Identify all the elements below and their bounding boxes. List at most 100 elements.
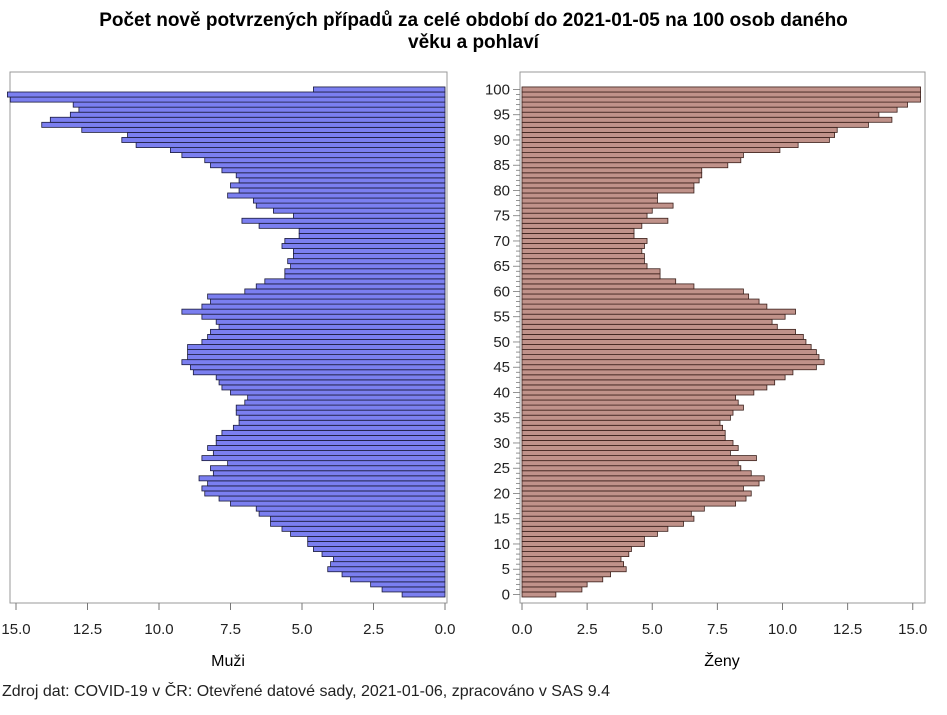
bar-muzi-age-98 [9, 96, 446, 103]
y-axis-age: 0 5 10 15 20 25 30 35 40 45 50 55 60 65 70 75 80 85 90 95 10… [485, 72, 521, 603]
bar-muzi-age-77 [255, 202, 446, 209]
bar-zeny-age-37 [521, 404, 744, 411]
y-tick-label-30: 30 [493, 435, 510, 452]
y-tick-label-50: 50 [493, 334, 510, 351]
bar-zeny-age-17 [521, 505, 705, 512]
bar-zeny-age-67 [521, 253, 645, 260]
bar-zeny-age-53 [521, 323, 778, 330]
x-tick-label-muzi-10.0: 10.0 [144, 621, 173, 638]
bar-zeny-age-97 [521, 101, 908, 108]
bar-zeny-age-19 [521, 495, 747, 502]
bar-zeny-age-84 [521, 167, 703, 174]
y-tick-label-15: 15 [493, 511, 510, 528]
y-tick-label-25: 25 [493, 460, 510, 477]
y-tick-label-45: 45 [493, 359, 510, 376]
y-tick-label-65: 65 [493, 258, 510, 275]
bar-zeny-age-38 [521, 399, 739, 406]
bar-muzi-age-12 [290, 530, 446, 537]
bar-zeny-age-77 [521, 202, 674, 209]
x-tick-label-zeny-5.0: 5.0 [642, 621, 663, 638]
bar-zeny-age-50 [521, 339, 807, 345]
y-tick-label-95: 95 [493, 107, 510, 124]
bar-muzi-age-22 [207, 480, 446, 487]
bar-zeny-age-13 [521, 525, 669, 532]
bar-muzi-age-37 [235, 404, 446, 411]
bar-muzi-age-2 [370, 581, 446, 588]
bar-muzi-age-75 [293, 212, 446, 219]
y-tick-label-100: 100 [485, 81, 510, 98]
bar-zeny-age-24 [521, 470, 752, 477]
bar-zeny-age-71 [521, 232, 635, 239]
bar-zeny-age-88 [521, 147, 781, 154]
bar-muzi-age-18 [230, 500, 446, 507]
bar-muzi-age-39 [247, 394, 446, 401]
bar-zeny-age-40 [521, 389, 755, 396]
chart-title: Počet nově potvrzených případů za celé o… [0, 10, 947, 54]
bar-zeny-age-68 [521, 248, 643, 255]
bar-zeny-age-91 [521, 131, 836, 138]
bar-muzi-age-40 [230, 389, 446, 396]
bar-zeny-age-64 [521, 268, 661, 275]
bar-muzi-age-9 [313, 546, 446, 552]
bar-zeny-age-45 [521, 364, 817, 371]
x-tick-label-muzi-5.0: 5.0 [292, 621, 313, 638]
bar-muzi-age-34 [238, 419, 446, 426]
bar-zeny-age-98 [521, 96, 921, 103]
bar-muzi-age-92 [81, 126, 446, 133]
bar-zeny-age-85 [521, 162, 729, 169]
x-tick-label-zeny-10.0: 10.0 [768, 621, 797, 638]
bar-zeny-age-72 [521, 227, 635, 234]
bar-zeny-age-89 [521, 142, 799, 148]
bar-muzi-age-44 [192, 369, 446, 376]
bar-muzi-age-72 [298, 227, 446, 234]
bar-muzi-age-60 [244, 288, 446, 295]
bar-zeny-age-48 [521, 349, 817, 355]
bar-zeny-age-70 [521, 238, 648, 244]
bar-zeny-age-47 [521, 354, 820, 361]
chart-title-line-1: Počet nově potvrzených případů za celé o… [99, 10, 848, 31]
bar-zeny-age-14 [521, 520, 684, 527]
bar-muzi-age-23 [198, 475, 446, 482]
bar-muzi-age-48 [187, 349, 446, 355]
bar-muzi-age-82 [238, 177, 446, 184]
bar-zeny-age-57 [521, 303, 768, 310]
bar-muzi-age-38 [244, 399, 446, 406]
x-tick-label-muzi-15.0: 15.0 [1, 621, 30, 638]
bar-muzi-age-27 [201, 455, 446, 462]
bar-muzi-age-8 [321, 551, 446, 557]
bar-muzi-age-56 [181, 308, 446, 315]
panel-muzi-frame [9, 71, 448, 604]
bar-zeny-age-90 [521, 137, 830, 143]
bar-muzi-age-33 [232, 424, 446, 431]
bar-muzi-age-36 [235, 409, 446, 416]
bar-muzi-age-1 [381, 586, 446, 593]
y-tick-label-20: 20 [493, 485, 510, 502]
bar-zeny-age-55 [521, 313, 786, 320]
bar-zeny-age-73 [521, 222, 643, 229]
bar-zeny-age-23 [521, 475, 765, 482]
y-tick-label-80: 80 [493, 182, 510, 199]
bar-zeny-age-44 [521, 369, 794, 376]
bar-muzi-age-28 [212, 450, 446, 456]
bar-muzi-age-66 [287, 258, 446, 265]
bar-zeny-age-86 [521, 157, 742, 164]
bar-muzi-age-17 [255, 505, 446, 512]
bar-muzi-age-52 [210, 328, 446, 335]
bar-zeny-age-65 [521, 263, 648, 270]
bar-zeny-age-36 [521, 409, 734, 416]
bar-muzi-age-99 [7, 91, 446, 98]
bar-muzi-age-88 [170, 147, 446, 154]
bar-zeny-age-26 [521, 460, 739, 467]
bar-zeny-age-42 [521, 379, 776, 386]
bar-zeny-age-80 [521, 187, 695, 194]
bar-muzi-age-41 [221, 384, 446, 391]
bar-muzi-age-80 [238, 187, 446, 194]
x-axis-label-muzi: Muži [211, 653, 245, 670]
bar-muzi-age-68 [293, 248, 446, 255]
bar-zeny-age-56 [521, 308, 796, 315]
bar-muzi-age-35 [238, 414, 446, 421]
bar-muzi-age-47 [187, 354, 446, 361]
bar-muzi-age-65 [290, 263, 446, 270]
bar-zeny-age-10 [521, 541, 645, 547]
y-tick-label-90: 90 [493, 132, 510, 149]
